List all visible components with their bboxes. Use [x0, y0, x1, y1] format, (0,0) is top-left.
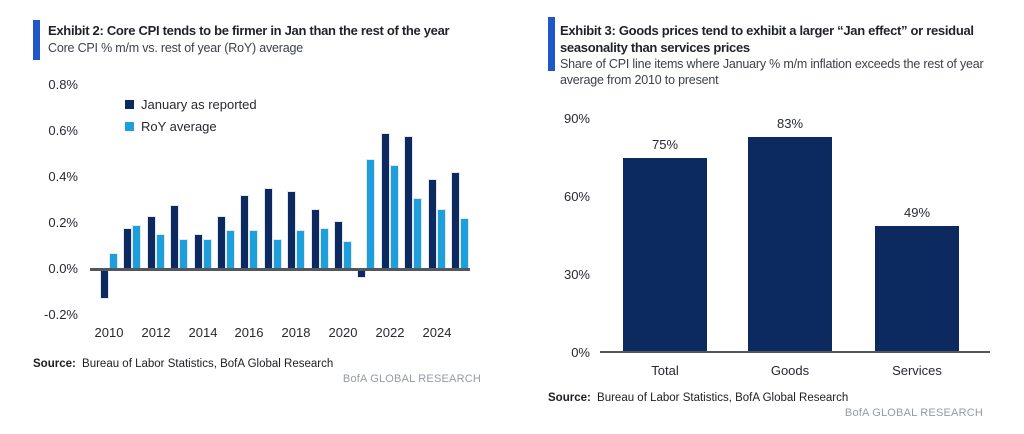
exhibit-2-plot: January as reported RoY average 2010 2012 2… [90, 85, 470, 340]
exhibit-2-subtitle: Core CPI % m/m vs. rest of year (RoY) av… [48, 41, 303, 55]
bar-roy-2018 [296, 230, 305, 269]
bar-january-2022 [381, 133, 390, 269]
exhibit-3-baseline [600, 351, 990, 353]
bar-roy-2015 [226, 230, 235, 269]
exhibit-2-title: Exhibit 2: Core CPI tends to be firmer i… [48, 23, 450, 38]
bar-roy-2025 [460, 218, 469, 269]
y-tick-label: 30% [563, 267, 590, 282]
exhibit-2-source: Source: Bureau of Labor Statistics, BofA… [33, 358, 493, 370]
bar-january-2014 [194, 234, 203, 269]
legend-item-roy: RoY average [125, 115, 257, 137]
bar-january-2019 [311, 209, 320, 269]
value-label-total: 75% [651, 137, 679, 152]
y-tick-label: 0.4% [48, 169, 78, 184]
bar-roy-2021 [366, 159, 375, 269]
category-label-goods: Goods [770, 363, 810, 378]
exhibit-3-source: Source: Bureau of Labor Statistics, BofA… [548, 392, 1008, 404]
bar-january-2015 [217, 216, 226, 269]
legend-label: RoY average [141, 118, 217, 134]
x-tick-label: 2012 [141, 325, 171, 340]
x-tick-label: 2018 [281, 325, 311, 340]
category-label-services: Services [892, 363, 942, 378]
bar-january-2011 [123, 228, 132, 269]
bar-roy-2010 [109, 253, 118, 269]
bar-roy-2023 [413, 198, 422, 269]
bar-january-2024 [428, 179, 437, 269]
bar-january-2017 [264, 188, 273, 269]
y-tick-label: 0.0% [48, 261, 78, 276]
bar-total [623, 158, 707, 353]
exhibit-3-accent-bar [548, 17, 555, 71]
x-tick-label: 2020 [328, 325, 358, 340]
category-label-total: Total [651, 363, 679, 378]
exhibit-3-panel: Exhibit 3: Goods prices tend to exhibit … [512, 0, 1024, 434]
bar-roy-2011 [132, 225, 141, 269]
x-tick-label: 2016 [234, 325, 264, 340]
exhibit-3-title: Exhibit 3: Goods prices tend to exhibit … [560, 23, 974, 55]
legend-swatch-icon [125, 121, 134, 131]
y-tick-label: 90% [563, 111, 590, 126]
bar-january-2013 [170, 205, 179, 269]
exhibit-2-y-axis: 0.8% 0.6% 0.4% 0.2% 0.0% -0.2% [36, 77, 78, 322]
bar-services [875, 226, 959, 353]
source-text: Bureau of Labor Statistics, BofA Global … [597, 392, 849, 404]
bar-roy-2012 [156, 234, 165, 269]
value-label-goods: 83% [776, 116, 804, 131]
x-tick-label: 2024 [422, 325, 452, 340]
source-label: Source: [548, 392, 591, 404]
y-tick-label: 60% [563, 189, 590, 204]
bar-roy-2019 [320, 228, 329, 269]
exhibit-2-accent-bar [33, 20, 40, 60]
bar-january-2025 [451, 172, 460, 269]
bar-roy-2014 [203, 239, 212, 269]
bar-january-2018 [287, 191, 296, 269]
y-tick-label: -0.2% [44, 307, 78, 322]
source-label: Source: [33, 358, 76, 370]
x-tick-label: 2014 [188, 325, 218, 340]
y-tick-label: 0.6% [48, 123, 78, 138]
exhibit-2-zero-axis-line [90, 268, 470, 271]
exhibit-3-watermark: BofA GLOBAL RESEARCH [844, 407, 983, 419]
bar-january-2020 [334, 221, 343, 269]
exhibit-3-plot: 75% Total 83% Goods 49% Services [600, 116, 990, 378]
exhibit-2-legend: January as reported RoY average [125, 93, 257, 137]
bar-roy-2013 [179, 239, 188, 269]
bar-roy-2017 [273, 239, 282, 269]
bar-january-2023 [404, 136, 413, 269]
exhibit-2-watermark: BofA GLOBAL RESEARCH [342, 373, 481, 385]
exhibit-2-panel: Exhibit 2: Core CPI tends to be firmer i… [33, 20, 493, 385]
legend-item-january: January as reported [125, 93, 257, 115]
legend-label: January as reported [141, 96, 257, 112]
x-tick-label: 2022 [375, 325, 405, 340]
y-tick-label: 0.8% [48, 77, 78, 92]
x-tick-label: 2010 [94, 325, 124, 340]
bar-january-2012 [147, 216, 156, 269]
y-tick-label: 0.2% [48, 215, 78, 230]
bar-january-2016 [240, 195, 249, 269]
exhibit-3-subtitle: Share of CPI line items where January % … [560, 57, 984, 87]
bar-goods [748, 137, 832, 353]
source-text: Bureau of Labor Statistics, BofA Global … [82, 358, 334, 370]
bar-roy-2020 [343, 241, 352, 269]
bar-roy-2022 [390, 165, 399, 269]
bar-january-2010 [100, 269, 109, 299]
bar-roy-2024 [437, 209, 446, 269]
bar-roy-2016 [249, 230, 258, 269]
legend-swatch-icon [125, 99, 134, 109]
value-label-services: 49% [903, 205, 931, 220]
exhibit-3-y-axis: 90% 60% 30% 0% [548, 111, 590, 360]
y-tick-label: 0% [571, 345, 590, 360]
